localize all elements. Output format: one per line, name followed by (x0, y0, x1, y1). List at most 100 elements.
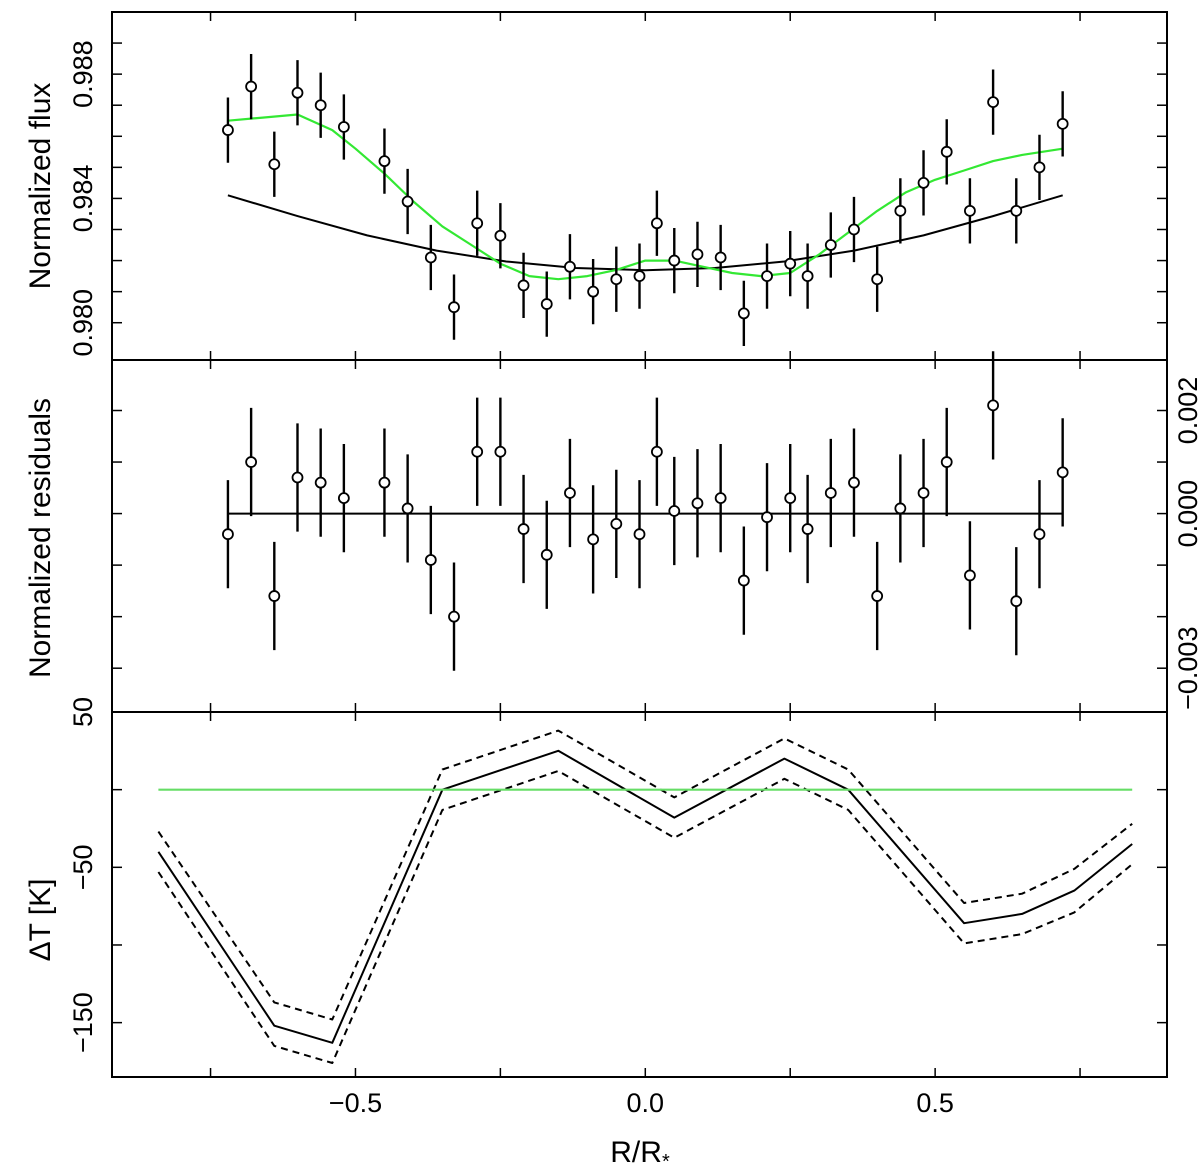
data-point (737, 574, 750, 587)
data-point (268, 590, 281, 602)
y-tick-label: −150 (68, 992, 98, 1053)
x-tick-label: 0.5 (916, 1088, 954, 1118)
data-point (940, 145, 953, 158)
data-point (494, 229, 507, 242)
data-point (401, 195, 414, 208)
data-point (471, 445, 484, 458)
data-point (964, 204, 976, 217)
y-tick-label: −50 (68, 844, 98, 890)
series-lower-bound (157, 770, 1133, 1064)
flux-axis-title: Normalized flux (24, 83, 57, 290)
residuals-axis-title: Normalized residuals (24, 398, 57, 678)
series-unspotted-model (227, 194, 1063, 272)
data-point (784, 257, 797, 270)
data-point (378, 476, 391, 489)
series-upper-bound (157, 729, 1133, 1021)
data-point (337, 121, 350, 133)
data-point (1033, 528, 1046, 541)
data-point (987, 399, 999, 412)
data-point (668, 254, 681, 267)
y-tick-label: 0.988 (68, 40, 98, 108)
data-point (494, 445, 507, 458)
data-point (871, 590, 884, 602)
data-point (424, 251, 437, 264)
data-point (1056, 117, 1069, 130)
y-tick-label: 0.002 (1173, 377, 1200, 445)
data-point (737, 307, 750, 320)
data-point (564, 260, 576, 273)
panel-flux: 0.980 0.984 0.988 (68, 11, 1168, 361)
data-point (378, 155, 391, 168)
plot-frame (111, 711, 1168, 1078)
data-point (314, 99, 327, 112)
data-point (610, 273, 623, 286)
data-point (714, 251, 727, 264)
data-point (801, 523, 814, 535)
data-point (1010, 595, 1023, 608)
data-point (940, 456, 953, 468)
x-tick-label: −0.5 (329, 1088, 382, 1118)
data-point (761, 270, 773, 283)
y-tick-label: 0.980 (68, 289, 98, 357)
data-point (314, 476, 327, 489)
series-temperature-difference (157, 749, 1133, 1044)
data-point (650, 445, 663, 458)
data-point (964, 569, 976, 582)
data-point (917, 487, 930, 499)
data-point (401, 502, 414, 515)
data-point (801, 270, 814, 283)
y-tick-label: 50 (68, 697, 98, 727)
data-point (824, 487, 837, 499)
data-point (540, 298, 553, 310)
x-axis-title-main: R/R (610, 1136, 662, 1168)
series-spotted-model (227, 113, 1063, 281)
data-point (291, 471, 304, 484)
data-point (894, 204, 907, 217)
data-point (691, 248, 704, 261)
data-point (471, 217, 484, 230)
data-point (540, 548, 553, 561)
data-point (1010, 204, 1023, 217)
data-point (222, 528, 234, 541)
data-point (222, 124, 234, 136)
data-point (424, 554, 437, 566)
data-point (610, 517, 623, 530)
data-point (448, 301, 460, 314)
data-point (668, 505, 681, 517)
y-tick-label: 0.984 (68, 165, 98, 233)
data-point (784, 492, 797, 505)
data-point (987, 96, 999, 109)
data-point (564, 487, 576, 499)
y-tick-label: −0.003 (1173, 627, 1200, 710)
data-point (848, 223, 860, 236)
data-point (894, 502, 907, 515)
data-point (517, 523, 530, 535)
data-point (245, 80, 258, 93)
data-point (1056, 466, 1069, 479)
data-point (824, 239, 837, 251)
y-tick-label: 0.000 (1173, 480, 1200, 548)
data-point (1033, 161, 1046, 174)
data-point (691, 497, 704, 510)
data-point (517, 279, 530, 292)
data-point (245, 456, 258, 468)
data-point (650, 217, 663, 230)
data-point (448, 610, 460, 623)
data-point (714, 492, 727, 505)
panel-residuals: −0.003 0.000 0.002 (111, 351, 1200, 713)
data-point (761, 511, 773, 524)
x-tick-label: 0.0 (627, 1088, 665, 1118)
data-point (587, 285, 600, 298)
data-point (337, 492, 350, 505)
panel-temperature: −150 −50 50 −0.5 0.0 0.5 (68, 697, 1168, 1118)
data-point (633, 528, 646, 541)
x-axis-title: R/R* (610, 1136, 670, 1168)
data-point (848, 476, 860, 489)
data-point (268, 158, 281, 171)
data-point (871, 273, 884, 286)
x-axis-title-subscript: * (662, 1151, 670, 1168)
data-point (587, 533, 600, 546)
data-point (633, 270, 646, 283)
temperature-axis-title: ΔT [K] (24, 879, 57, 962)
